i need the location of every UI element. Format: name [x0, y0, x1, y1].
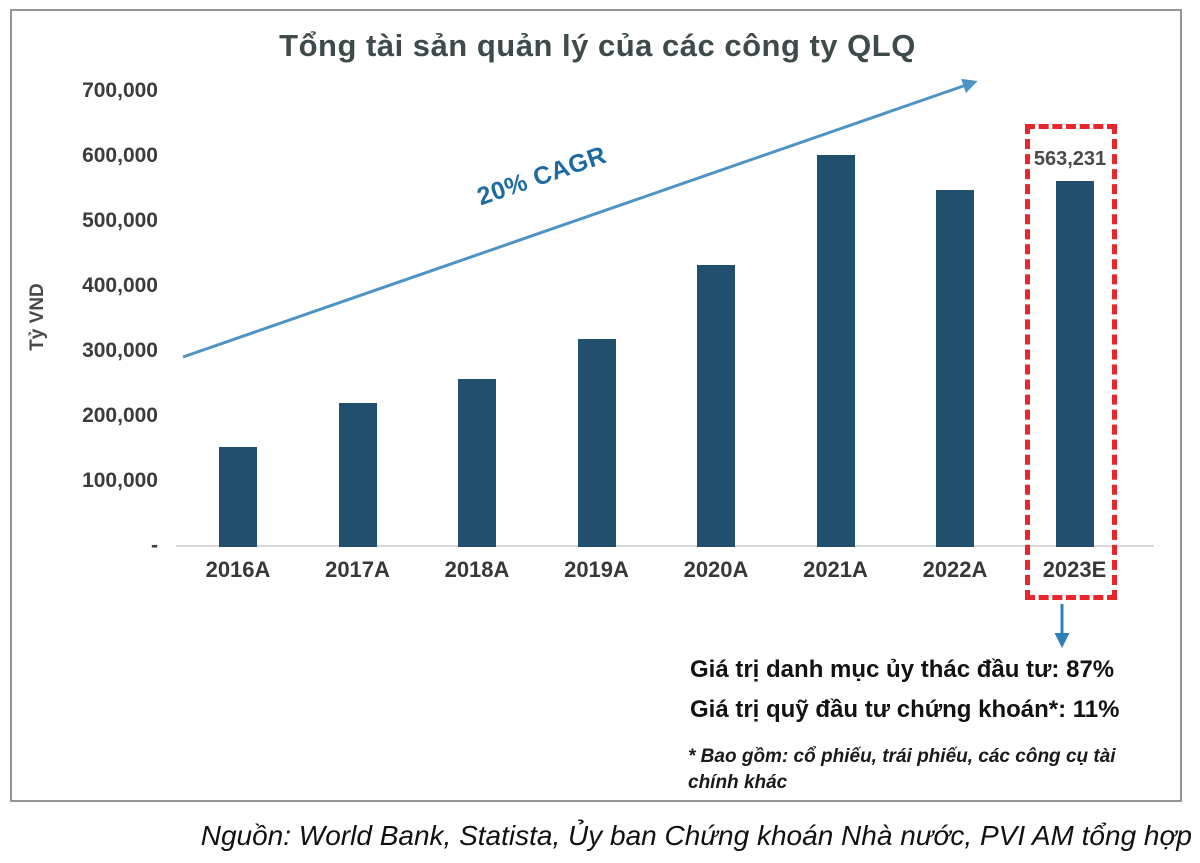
- x-label-2019A: 2019A: [564, 557, 629, 582]
- y-tick-label: 700,000: [82, 79, 158, 102]
- highlight-dashed-box: [1025, 124, 1117, 600]
- bar-2017A: [338, 402, 377, 547]
- annotation-footnote: * Bao gồm: cổ phiếu, trái phiếu, các côn…: [688, 746, 1116, 793]
- x-label-2023E: 2023E: [1042, 557, 1107, 582]
- annotation-trust-portfolio: Giá trị danh mục ủy thác đầu tư: 87%: [690, 656, 1115, 683]
- x-label-2018A: 2018A: [444, 557, 510, 582]
- y-tick-label: 600,000: [82, 144, 158, 167]
- source-attribution: Nguồn: World Bank, Statista, Ủy ban Chứn…: [200, 820, 1192, 851]
- y-tick-label: 500,000: [82, 209, 158, 232]
- x-label-2020A: 2020A: [683, 557, 749, 582]
- bar-2022A: [936, 189, 974, 547]
- y-tick-label: 400,000: [82, 274, 158, 297]
- highlight-value-label: 563,231: [1033, 148, 1107, 170]
- bar-2016A: [219, 446, 257, 547]
- bar-2019A: [577, 339, 616, 547]
- bar-2018A: [458, 379, 496, 547]
- bar-2023E: [1055, 180, 1094, 547]
- annotation-securities-fund: Giá trị quỹ đầu tư chứng khoán*: 11%: [690, 696, 1120, 723]
- x-label-2022A: 2022A: [922, 557, 988, 582]
- y-tick-label: 200,000: [82, 404, 158, 427]
- x-axis-baseline: [176, 545, 1154, 547]
- bar-2020A: [697, 264, 735, 547]
- chart-title: Tổng tài sản quản lý của các công ty QLQ: [279, 28, 916, 63]
- x-label-2016A: 2016A: [205, 557, 271, 582]
- y-tick-label: -: [151, 534, 158, 557]
- y-tick-label: 300,000: [82, 339, 158, 362]
- y-tick-label: 100,000: [82, 469, 158, 492]
- x-label-2021A: 2021A: [803, 557, 868, 582]
- x-label-2017A: 2017A: [325, 557, 390, 582]
- bar-2021A: [816, 155, 855, 547]
